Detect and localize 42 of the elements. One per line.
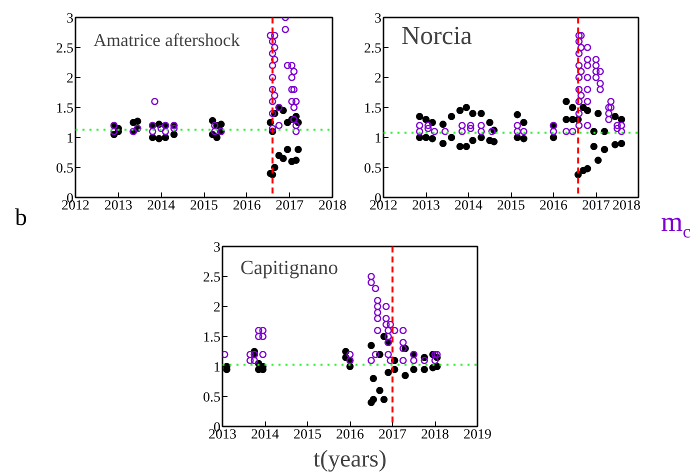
y-tick-label: 1 (374, 132, 382, 146)
text: b (15, 204, 27, 233)
y-tick-label: 2 (214, 300, 220, 316)
y-tick-label: 0.5 (56, 162, 74, 176)
x-tick-label: 2015 (190, 198, 218, 214)
y-tick-label: 3 (374, 12, 382, 26)
y-tick-label: 1.5 (364, 102, 382, 116)
y-tick-label: 2 (374, 72, 382, 86)
x-axis-title: t(years) (313, 446, 387, 472)
x-tick-label: 2017 (276, 198, 304, 214)
y-tick-label: 1.5 (56, 102, 74, 116)
y-tick-label: 2.5 (203, 270, 220, 286)
x-tick-label: 2018 (421, 428, 449, 442)
text: m$_{c}$ (661, 206, 691, 244)
y-tick-label: 0.5 (364, 162, 382, 176)
x-tick-label: 2018 (612, 198, 640, 214)
x-tick-label: 2013 (104, 198, 132, 214)
y-tick-label: 2 (66, 72, 74, 86)
x-tick-label: 2013 (412, 198, 440, 214)
y-tick-label: 1 (66, 132, 74, 146)
y-tick-label: 3 (214, 240, 220, 256)
x-tick-label: 2019 (464, 428, 492, 442)
y-tick-label: 2.5 (364, 42, 382, 56)
x-tick-label: 2017 (378, 428, 406, 442)
text: Amatrice aftershock (93, 30, 240, 50)
y-tick-label: 2.5 (56, 42, 74, 56)
y-tick-label: 0.5 (203, 390, 220, 406)
y-tick-label: 1 (214, 360, 220, 376)
x-tick-label: 2016 (336, 428, 364, 442)
x-tick-label: 2016 (540, 198, 568, 214)
x-tick-label: 2014 (454, 198, 482, 214)
x-tick-label: 2014 (147, 198, 176, 214)
chart-title: Norcia (401, 20, 473, 50)
x-tick-label: 2018 (318, 198, 346, 214)
y-tick-label: 3 (66, 12, 74, 26)
x-tick-label: 2014 (251, 428, 279, 442)
x-tick-label: 2015 (497, 198, 525, 214)
text: Capitignano (240, 256, 338, 279)
x-tick-label: 2017 (582, 198, 610, 214)
y-tick-label: 1.5 (203, 330, 220, 346)
x-tick-label: 2016 (232, 198, 261, 214)
x-tick-label: 2015 (294, 428, 322, 442)
